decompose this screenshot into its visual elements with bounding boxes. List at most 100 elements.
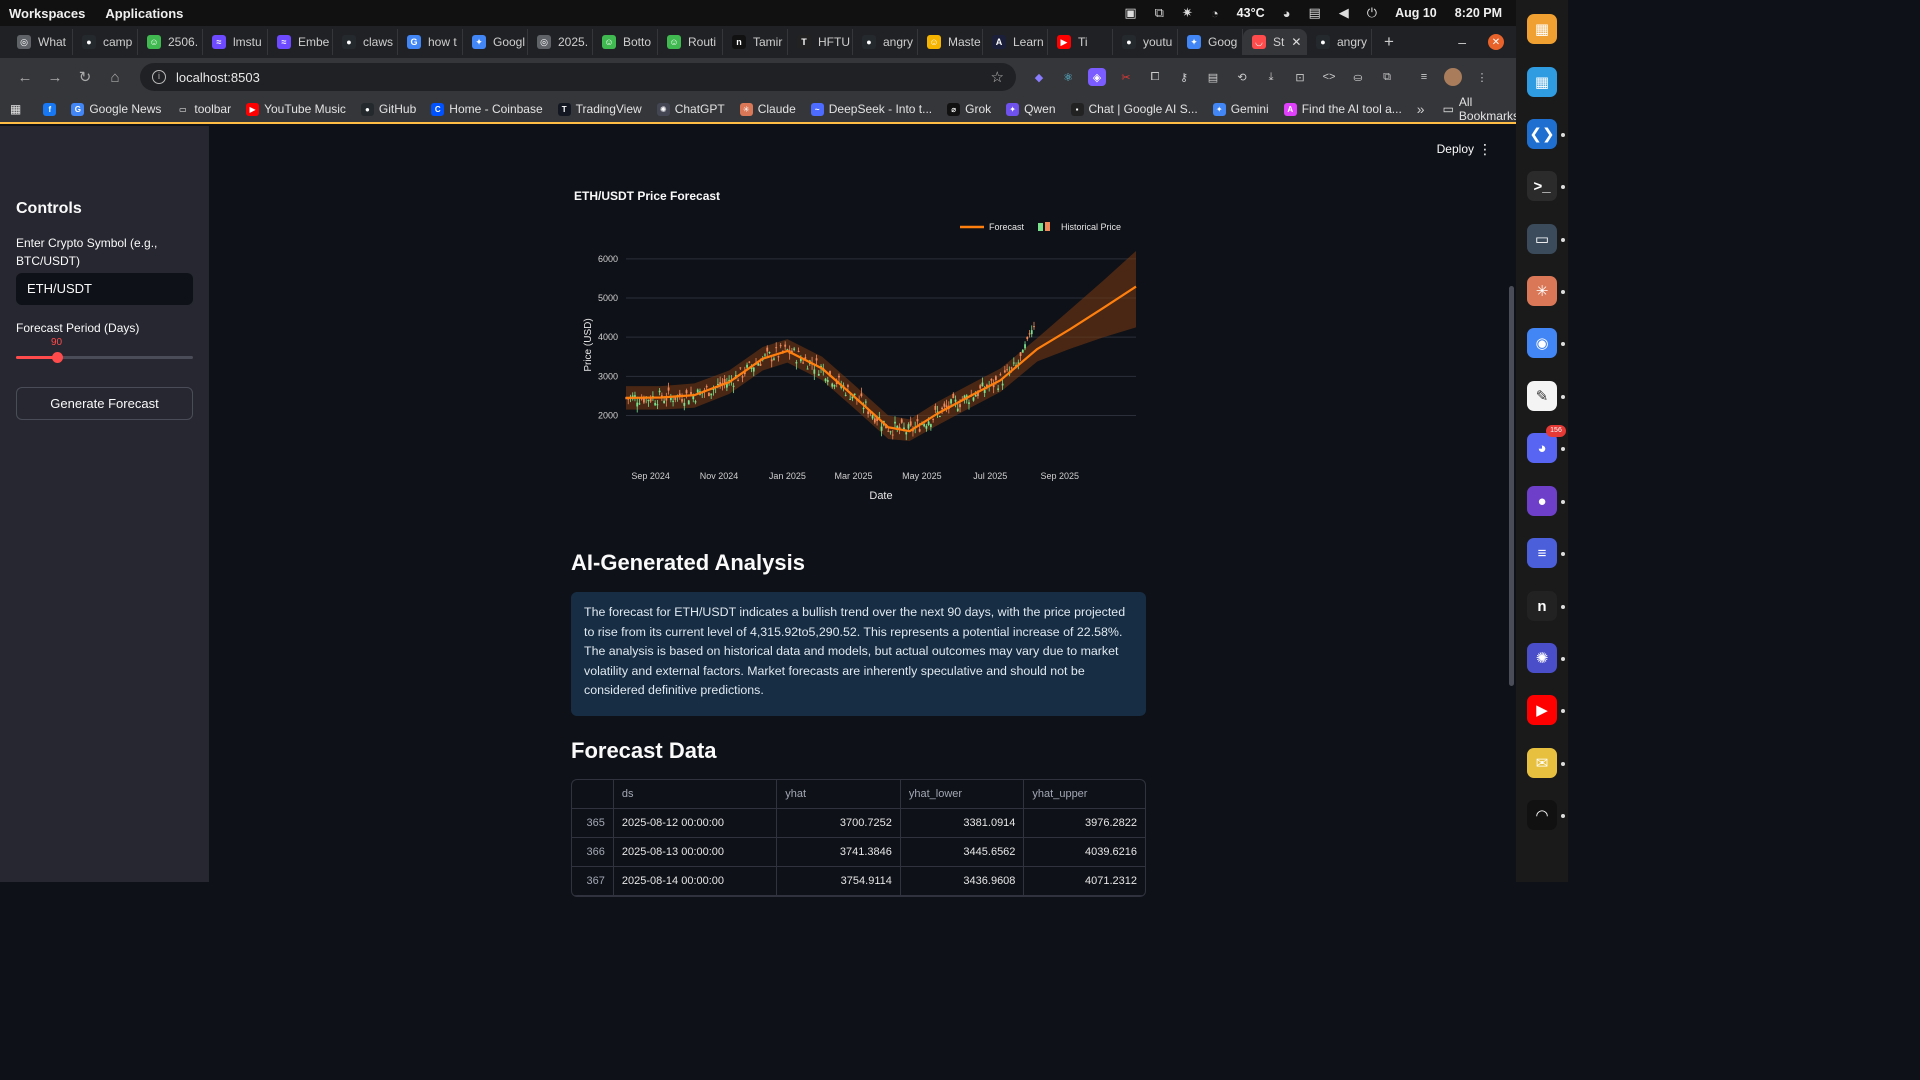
extension-red-icon[interactable]: ✂ [1121, 71, 1131, 84]
browser-tab[interactable]: ◡ St ✕ [1243, 29, 1307, 55]
browser-tab[interactable]: A Learn [983, 29, 1048, 55]
devtools-code-icon[interactable]: <> [1322, 71, 1336, 83]
table-cell[interactable]: 366 [572, 838, 614, 866]
table-cell[interactable]: 3976.2822 [1085, 817, 1137, 829]
terminal-icon[interactable]: >_ [1527, 171, 1557, 201]
browser-tab[interactable]: ✦ Goog [1178, 29, 1243, 55]
bookmark-item[interactable]: ~ DeepSeek - Into t... [810, 102, 932, 116]
workspaces-menu[interactable]: Workspaces [9, 5, 86, 21]
browser-tab[interactable]: ● angry [1307, 29, 1372, 55]
password-key-icon[interactable]: ⚷ [1179, 71, 1189, 84]
table-column-header[interactable]: yhat [777, 780, 901, 808]
table-column-header[interactable] [572, 780, 614, 808]
bookmark-item[interactable]: A Find the AI tool a... [1283, 102, 1402, 116]
generate-forecast-button[interactable]: Generate Forecast [16, 387, 193, 420]
reload-icon[interactable]: ↻ [78, 69, 92, 86]
table-column-header[interactable]: yhat_lower [901, 780, 1025, 808]
power-icon[interactable]: ⏻ [1366, 5, 1378, 20]
table-cell[interactable]: 365 [572, 809, 614, 837]
close-tab-icon[interactable]: ✕ [1291, 35, 1302, 49]
bookmark-item[interactable]: ⌀ Grok [947, 102, 991, 116]
extension-purple-icon[interactable]: ◈ [1088, 68, 1106, 86]
date-label[interactable]: Aug 10 [1395, 6, 1437, 20]
bookmark-star-icon[interactable]: ☆ [990, 69, 1004, 86]
bookmark-item[interactable]: f [43, 102, 57, 116]
table-row[interactable]: 367 2025-08-14 00:00:00 3754.9114 3436.9608… [572, 867, 1145, 896]
react-devtools-icon[interactable]: ⚛ [1063, 71, 1073, 84]
browser-tab[interactable]: ● angry [853, 29, 918, 55]
more-bookmarks-icon[interactable]: » [1416, 101, 1425, 117]
browser-tab[interactable]: ☺ 2506. [138, 29, 203, 55]
podcast-icon[interactable]: ◠ [1527, 800, 1557, 830]
youtube-music-icon[interactable]: ▶ [1527, 695, 1557, 725]
table-column-header[interactable]: yhat_upper [1032, 788, 1088, 800]
chrome-menu-icon[interactable]: ⋮ [1476, 71, 1488, 84]
apps-grid-icon[interactable]: ▦ [1527, 67, 1557, 97]
calendar-tray-icon[interactable]: ▤ [1308, 5, 1321, 20]
legend-forecast-label[interactable]: Forecast [989, 222, 1025, 232]
reading-list-icon[interactable]: ▤ [1207, 71, 1219, 84]
forward-icon[interactable]: → [47, 68, 63, 86]
profile-avatar[interactable] [1444, 68, 1462, 86]
browser-tab[interactable]: n Tamir [723, 29, 788, 55]
table-cell[interactable]: 2025-08-14 00:00:00 [614, 867, 778, 895]
text-editor-icon[interactable]: ✎ [1527, 381, 1557, 411]
github-desktop-icon[interactable]: ● [1527, 486, 1557, 516]
files-icon[interactable]: ▭ [1527, 224, 1557, 254]
notes-icon[interactable]: ≡ [1527, 538, 1557, 568]
table-cell[interactable]: 3741.3846 [777, 838, 901, 866]
bookmark-item[interactable]: ✦ Gemini [1212, 102, 1269, 116]
tilix-icon[interactable]: ▦ [1527, 14, 1557, 44]
browser-tab[interactable]: T HFTU [788, 29, 853, 55]
bookmark-item[interactable]: ▭ toolbar [176, 102, 231, 116]
discord-icon[interactable]: ◕ [1527, 433, 1557, 463]
period-slider-thumb[interactable] [51, 352, 63, 363]
close-window-icon[interactable]: ✕ [1488, 34, 1504, 50]
back-icon[interactable]: ← [17, 68, 33, 86]
bookmark-item[interactable]: ▶ YouTube Music [246, 102, 346, 116]
deploy-button[interactable]: Deploy [1436, 142, 1474, 156]
media-control-icon[interactable]: ≡ [1420, 71, 1428, 83]
table-row[interactable]: 365 2025-08-12 00:00:00 3700.7252 3381.0914… [572, 809, 1145, 838]
table-cell[interactable]: 2025-08-12 00:00:00 [614, 809, 778, 837]
table-cell[interactable]: 3445.6562 [901, 838, 1025, 866]
browser-tab[interactable]: ✦ Googl [463, 29, 528, 55]
screen-share-icon[interactable]: ▣ [1124, 5, 1137, 20]
table-row[interactable]: 366 2025-08-13 00:00:00 3741.3846 3445.6562… [572, 838, 1145, 867]
bookmark-item[interactable]: ▪ Chat | Google AI S... [1070, 102, 1198, 116]
minimize-icon[interactable]: – [1458, 34, 1466, 50]
time-label[interactable]: 8:20 PM [1454, 6, 1502, 20]
discord-tray-icon[interactable]: ◕ [1282, 5, 1291, 21]
bookmark-item[interactable]: T TradingView [557, 102, 642, 116]
main-scrollbar[interactable] [1509, 286, 1514, 686]
app-settings-icon[interactable]: ✺ [1527, 643, 1557, 673]
extensions-puzzle-icon[interactable]: ⧠ [1150, 70, 1160, 83]
period-slider[interactable] [16, 352, 193, 363]
bookmark-item[interactable]: G Google News [71, 102, 161, 116]
browser-tab[interactable]: ☺ Routi [658, 29, 723, 55]
table-column-header[interactable]: ds [614, 780, 778, 808]
table-cell[interactable]: 3436.9608 [901, 867, 1025, 895]
browser-tab[interactable]: ▶ Ti [1048, 29, 1113, 55]
browser-tab[interactable]: ● claws [333, 29, 398, 55]
new-tab-button[interactable]: + [1384, 32, 1394, 51]
brightness-icon[interactable]: ✷ [1181, 5, 1193, 20]
bookmark-item[interactable]: ● GitHub [360, 102, 416, 116]
url-field[interactable]: i localhost:8503 ☆ [140, 63, 1016, 91]
table-cell[interactable]: 3381.0914 [901, 809, 1025, 837]
url-text[interactable]: localhost:8503 [176, 69, 260, 85]
site-info-icon[interactable]: i [152, 70, 166, 84]
all-bookmarks-button[interactable]: ▭ All Bookmarks [1443, 95, 1519, 123]
volume-icon[interactable]: ◀ [1338, 5, 1349, 20]
extension-drop-icon[interactable]: ◆ [1034, 71, 1044, 84]
incognito-icon[interactable]: ⛀ [1353, 71, 1363, 84]
table-cell[interactable]: 367 [572, 867, 614, 895]
table-cell[interactable]: 3754.9114 [777, 867, 901, 895]
applications-menu[interactable]: Applications [105, 5, 184, 21]
browser-tab[interactable]: ☺ Botto [593, 29, 658, 55]
vscode-icon[interactable]: ❮❯ [1527, 119, 1557, 149]
symbol-input[interactable]: ETH/USDT [16, 273, 193, 305]
bookmark-item[interactable]: C Home - Coinbase [431, 102, 543, 116]
browser-tab[interactable]: ◎ What [8, 29, 73, 55]
